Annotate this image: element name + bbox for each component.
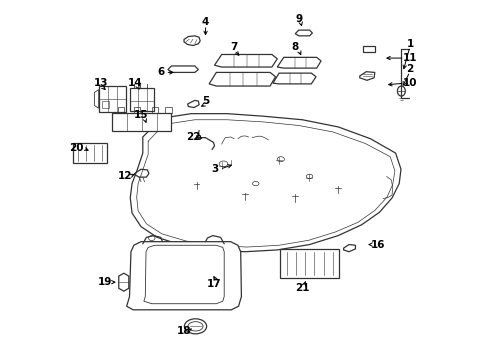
Polygon shape bbox=[126, 242, 242, 310]
Text: 20: 20 bbox=[69, 143, 84, 153]
Text: 16: 16 bbox=[370, 239, 385, 249]
Text: 3: 3 bbox=[211, 164, 218, 174]
Polygon shape bbox=[280, 249, 339, 278]
Text: 19: 19 bbox=[98, 277, 112, 287]
Polygon shape bbox=[98, 86, 125, 112]
Text: 8: 8 bbox=[292, 42, 299, 52]
Text: 10: 10 bbox=[403, 78, 417, 88]
Text: 2: 2 bbox=[406, 64, 414, 74]
Text: 13: 13 bbox=[94, 78, 109, 88]
Text: 6: 6 bbox=[157, 67, 164, 77]
Text: 11: 11 bbox=[403, 53, 417, 63]
Polygon shape bbox=[215, 54, 277, 67]
Text: 5: 5 bbox=[202, 96, 209, 106]
Text: 18: 18 bbox=[177, 325, 191, 336]
Polygon shape bbox=[273, 73, 316, 84]
Polygon shape bbox=[209, 72, 275, 86]
Text: 17: 17 bbox=[207, 279, 222, 289]
Text: 1: 1 bbox=[406, 39, 414, 49]
Text: 12: 12 bbox=[118, 171, 132, 181]
Polygon shape bbox=[130, 114, 401, 252]
Polygon shape bbox=[73, 143, 107, 163]
Text: 15: 15 bbox=[134, 111, 148, 121]
Polygon shape bbox=[112, 113, 172, 131]
Text: 7: 7 bbox=[231, 42, 238, 52]
Text: 9: 9 bbox=[295, 14, 302, 24]
Polygon shape bbox=[119, 273, 129, 291]
Text: 21: 21 bbox=[295, 283, 310, 293]
Polygon shape bbox=[277, 57, 321, 68]
Text: 4: 4 bbox=[202, 17, 209, 27]
Text: 22: 22 bbox=[186, 132, 200, 142]
Text: 14: 14 bbox=[128, 78, 143, 88]
Polygon shape bbox=[129, 88, 154, 111]
